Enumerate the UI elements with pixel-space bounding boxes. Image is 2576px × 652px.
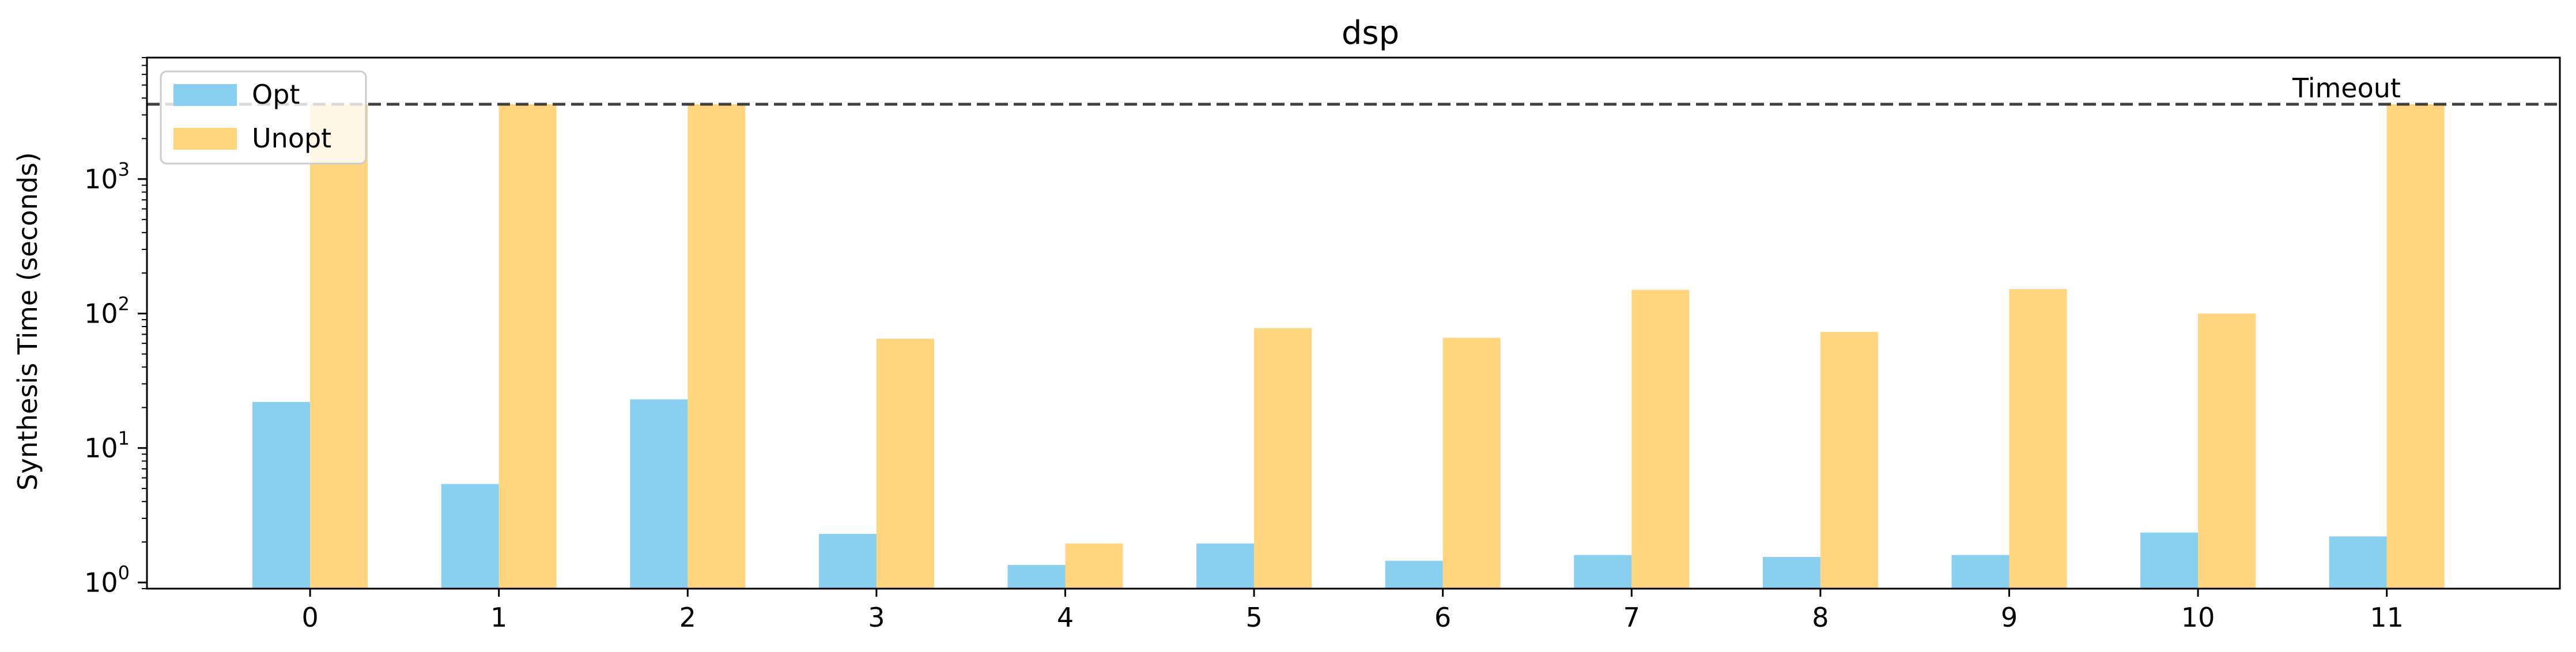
- timeout-label: Timeout: [2292, 73, 2401, 104]
- x-tick-label-5: 5: [1245, 602, 1262, 633]
- x-tick-label-11: 11: [2370, 602, 2404, 633]
- bar-opt-4: [1007, 564, 1066, 589]
- x-tick-label-2: 2: [679, 602, 696, 633]
- y-tick-label-10: 101: [84, 427, 130, 464]
- bar-opt-1: [441, 484, 499, 589]
- bar-unopt-11: [2386, 104, 2445, 589]
- bar-opt-0: [252, 401, 311, 589]
- y-tick-label-1000: 103: [84, 158, 130, 195]
- bars-group: [252, 104, 2445, 589]
- x-tick-label-8: 8: [1812, 602, 1829, 633]
- timeout-line-group: Timeout: [147, 73, 2560, 106]
- legend-label-unopt: Unopt: [252, 123, 331, 154]
- bar-opt-5: [1196, 543, 1255, 589]
- bar-unopt-4: [1065, 543, 1123, 589]
- x-tick-label-6: 6: [1434, 602, 1451, 633]
- bar-unopt-1: [498, 104, 557, 589]
- bar-unopt-2: [688, 104, 746, 589]
- x-tick-label-9: 9: [2001, 602, 2018, 633]
- legend-swatch-opt: [173, 84, 237, 106]
- x-tick-label-3: 3: [868, 602, 885, 633]
- bar-unopt-8: [1820, 332, 1878, 589]
- x-tick-label-1: 1: [490, 602, 507, 633]
- bar-opt-6: [1385, 560, 1443, 589]
- chart-title: dsp: [1342, 14, 1399, 52]
- y-ticks-group: 100 101 102 103: [84, 57, 147, 598]
- x-tick-label-7: 7: [1623, 602, 1640, 633]
- bar-opt-2: [630, 399, 688, 589]
- bar-unopt-0: [310, 104, 368, 589]
- x-tick-label-10: 10: [2181, 602, 2215, 633]
- y-tick-label-1: 100: [84, 562, 130, 598]
- legend-label-opt: Opt: [252, 79, 300, 110]
- bar-unopt-9: [2009, 289, 2067, 589]
- y-axis-label: Synthesis Time (seconds): [12, 152, 43, 491]
- bar-opt-7: [1574, 555, 1632, 589]
- bar-unopt-7: [1631, 290, 1690, 589]
- legend-swatch-unopt: [173, 128, 237, 150]
- x-tick-label-4: 4: [1057, 602, 1074, 633]
- bar-unopt-3: [876, 339, 934, 589]
- bar-unopt-5: [1254, 328, 1312, 589]
- bar-opt-8: [1762, 556, 1820, 589]
- x-tick-label-0: 0: [301, 602, 318, 633]
- bar-opt-3: [818, 533, 877, 589]
- y-tick-label-100: 102: [84, 293, 130, 329]
- bar-unopt-6: [1442, 338, 1501, 589]
- bar-opt-11: [2329, 536, 2387, 589]
- legend: Opt Unopt: [160, 70, 367, 165]
- bar-opt-10: [2140, 532, 2199, 589]
- bar-unopt-10: [2198, 313, 2256, 589]
- x-ticks-group: 0 1 2 3 4 5 6 7 8 9 10 11: [301, 589, 2404, 633]
- bar-opt-9: [1951, 555, 2010, 589]
- plot-frame: [146, 56, 2561, 590]
